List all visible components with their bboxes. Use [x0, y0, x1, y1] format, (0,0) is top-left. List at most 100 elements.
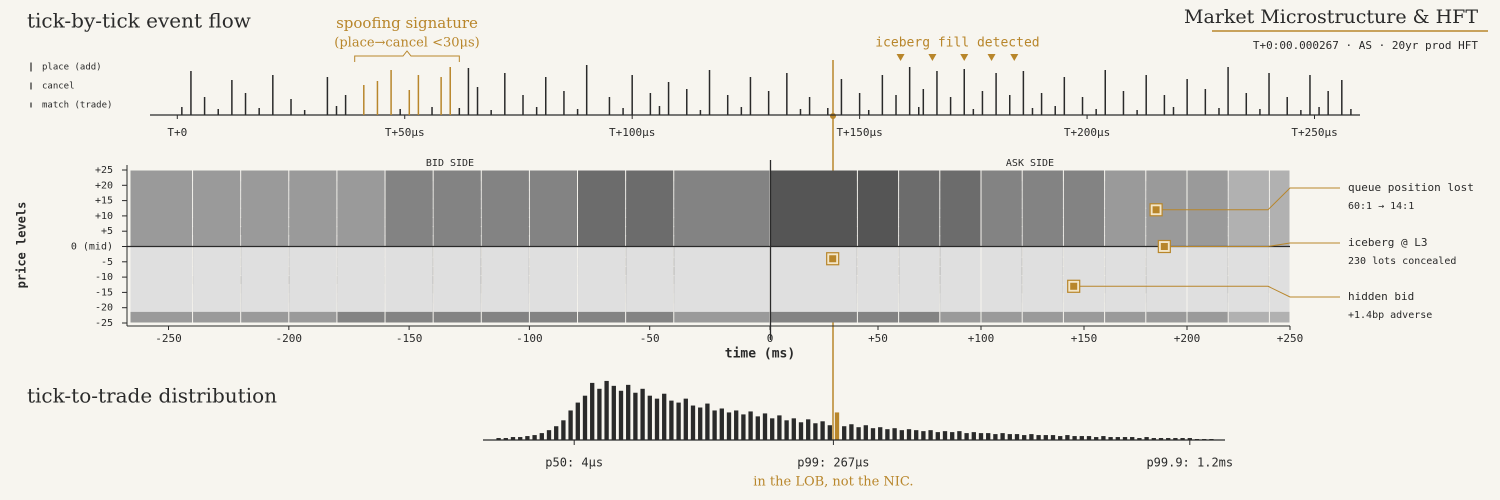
histogram-bar — [712, 410, 717, 440]
heat-cell — [241, 247, 289, 312]
callout-sublabel: +1.4bp adverse — [1348, 310, 1432, 321]
heat-cell — [899, 170, 940, 257]
histogram-bar — [669, 400, 674, 440]
heat-cell — [385, 247, 433, 312]
histogram-bar — [496, 438, 501, 440]
histogram-bar — [532, 435, 537, 440]
heat-cell — [1063, 247, 1105, 312]
y-axis-label: price levels — [15, 202, 29, 289]
histogram-bar — [705, 403, 710, 440]
x-tick-label: -50 — [640, 332, 660, 345]
y-tick-label: -25 — [95, 318, 113, 329]
x-tick-label: p50: 4μs — [545, 456, 603, 470]
heat-cell — [289, 170, 337, 257]
histogram-bar — [561, 420, 566, 440]
x-tick-label: 0 — [767, 332, 774, 345]
heat-cell — [578, 170, 626, 257]
callout-marker-core — [1160, 243, 1168, 250]
heat-cell — [1105, 170, 1146, 257]
event-title: tick-by-tick event flow — [27, 9, 251, 33]
annotation-marker — [896, 54, 905, 61]
histogram-bar — [1043, 435, 1048, 440]
histogram-bar — [518, 437, 523, 440]
histogram-bar — [604, 380, 609, 440]
heat-cell — [1022, 170, 1063, 257]
histogram-bar — [719, 408, 724, 440]
histogram-bar — [510, 437, 516, 440]
histogram-bar — [986, 433, 991, 440]
histogram-bar — [820, 421, 825, 440]
histogram-bar — [698, 407, 703, 440]
callout-marker-core — [1070, 282, 1078, 290]
histogram-title: tick-to-trade distribution — [27, 384, 277, 408]
x-tick-label: -200 — [276, 332, 303, 345]
heat-cell — [529, 170, 578, 257]
histogram-bar — [856, 427, 861, 440]
histogram-bar — [784, 420, 789, 440]
heat-cell — [1146, 247, 1187, 312]
panel-label: BID SIDE — [426, 158, 474, 169]
histogram-bar — [906, 429, 912, 440]
callout-sublabel: 60:1 → 14:1 — [1348, 201, 1414, 212]
callout-label: queue position lost — [1348, 181, 1474, 194]
heat-cell — [433, 170, 481, 257]
heat-cell — [289, 247, 337, 312]
x-tick-label: T+200μs — [1064, 126, 1110, 139]
heat-cell — [529, 247, 578, 312]
callout-sublabel: 230 lots concealed — [1348, 256, 1456, 267]
histogram-bar — [647, 395, 652, 440]
histogram-bar — [1000, 433, 1005, 440]
header-title: Market Microstructure & HFT — [1184, 6, 1478, 28]
x-tick-label: p99.9: 1.2ms — [1146, 456, 1233, 470]
histogram-bar — [1187, 438, 1192, 440]
histogram-bar — [1137, 438, 1142, 440]
annotation-subtitle: (place→cancel <30μs) — [334, 36, 479, 51]
annotation-bracket — [354, 50, 460, 62]
heat-cell — [1022, 247, 1063, 312]
y-tick-label: -20 — [95, 303, 113, 314]
histogram-bar — [676, 402, 681, 440]
heat-cell — [981, 247, 1022, 312]
histogram-bar — [683, 398, 688, 440]
heat-cell — [857, 170, 899, 257]
histogram-bar — [849, 424, 854, 440]
histogram-bar — [1094, 437, 1099, 440]
histogram-bar — [971, 432, 976, 440]
heat-cell — [1105, 247, 1146, 312]
x-tick-label: -150 — [396, 332, 423, 345]
callout-marker-core — [1152, 206, 1160, 214]
histogram-bar — [964, 433, 969, 440]
y-tick-label: +20 — [95, 180, 113, 191]
histogram-bar — [899, 430, 904, 440]
histogram-bar — [870, 428, 876, 440]
histogram-caption: in the LOB, not the NIC. — [753, 475, 913, 490]
histogram-bar — [539, 433, 544, 440]
histogram-bar — [777, 415, 782, 440]
histogram-bar — [1130, 437, 1135, 440]
annotation-marker — [987, 54, 996, 61]
histogram-bar — [618, 390, 624, 440]
heat-cell — [337, 247, 385, 312]
heat-cell — [193, 170, 241, 257]
heat-cell — [337, 170, 385, 257]
histogram-bar — [734, 410, 739, 440]
histogram-bar — [798, 422, 804, 440]
histogram-bar — [921, 431, 926, 440]
histogram-bar — [791, 418, 796, 440]
callout-leader — [1170, 242, 1340, 247]
histogram-bar — [1050, 435, 1056, 440]
y-tick-label: 0 (mid) — [71, 242, 113, 253]
histogram-bar — [1151, 438, 1156, 440]
heat-cell — [857, 247, 899, 312]
histogram-bar — [978, 433, 984, 440]
histogram-bar — [885, 429, 890, 440]
histogram-bar — [633, 392, 638, 440]
y-tick-label: -5 — [101, 257, 113, 268]
heat-cell — [674, 247, 770, 312]
y-tick-label: -15 — [95, 287, 113, 298]
legend-label: place (add) — [42, 63, 102, 73]
x-tick-label: +100 — [968, 332, 995, 345]
callout-leader — [1162, 187, 1340, 211]
callout-marker-core — [829, 255, 837, 263]
